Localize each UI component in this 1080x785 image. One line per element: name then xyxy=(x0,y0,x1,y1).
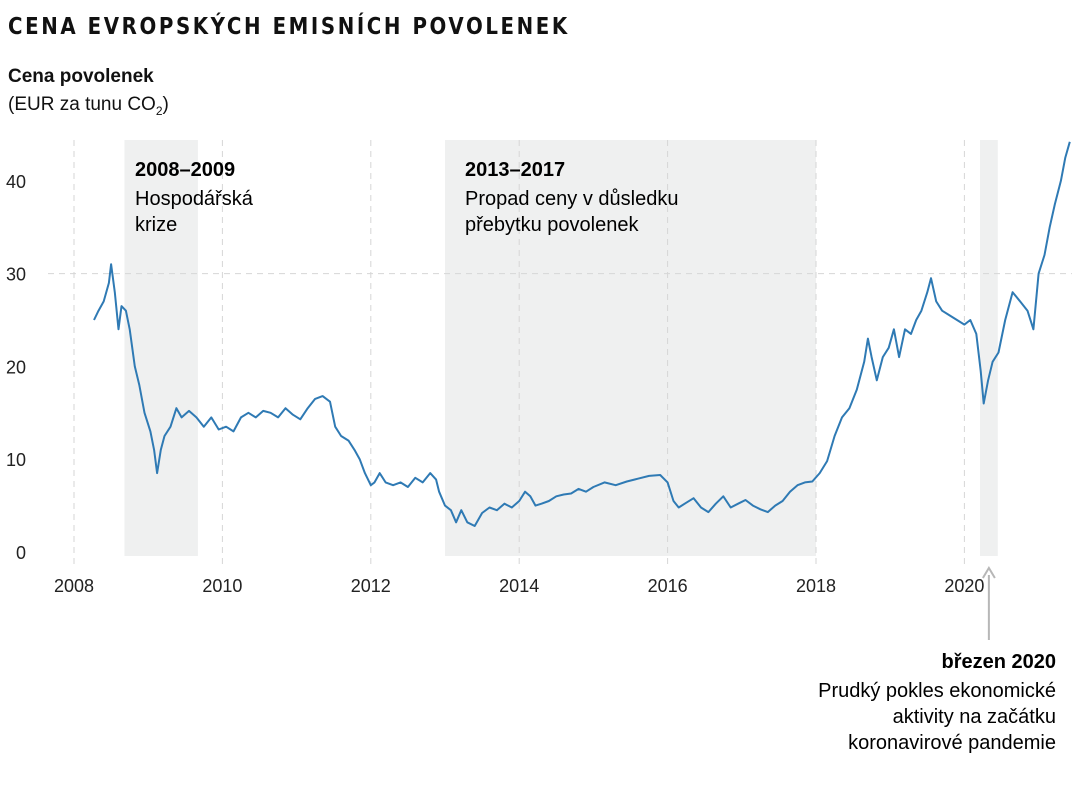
y-tick-label: 40 xyxy=(6,172,26,192)
y-tick-label: 20 xyxy=(6,357,26,377)
y-unit-subscript: 2 xyxy=(155,103,163,118)
x-tick-label: 2010 xyxy=(202,576,242,596)
y-axis-unit: (EUR za tunu CO2) xyxy=(8,94,169,118)
band-2020-text: Prudký pokles ekonomické xyxy=(818,680,1056,702)
x-tick-label: 2020 xyxy=(944,576,984,596)
annotation-arrow-head xyxy=(982,566,996,579)
x-tick-label: 2012 xyxy=(351,576,391,596)
band-2020-text: aktivity na začátku xyxy=(893,706,1056,728)
y-axis-title: Cena povolenek xyxy=(8,66,154,87)
price-series-line xyxy=(93,141,1071,527)
band-2008-text: Hospodářská xyxy=(135,188,254,210)
band-2013-text: přebytku povolenek xyxy=(465,214,639,236)
x-tick-label: 2018 xyxy=(796,576,836,596)
y-unit-end: ) xyxy=(162,94,169,115)
highlight-band xyxy=(124,140,198,556)
band-2008-text: krize xyxy=(135,214,177,236)
band-2013-text: Propad ceny v důsledku xyxy=(465,188,678,210)
y-tick-label: 0 xyxy=(16,543,26,563)
band-2013-heading: 2013–2017 xyxy=(465,159,565,181)
y-unit-text: (EUR za tunu CO xyxy=(8,94,156,115)
chart-title: CENA EVROPSKÝCH EMISNÍCH POVOLENEK xyxy=(8,14,570,40)
highlight-band xyxy=(979,140,998,556)
x-tick-label: 2014 xyxy=(499,576,539,596)
highlight-band xyxy=(445,140,816,556)
y-tick-label: 30 xyxy=(6,265,26,285)
band-2020-text: koronavirové pandemie xyxy=(848,732,1056,754)
y-tick-label: 10 xyxy=(6,450,26,470)
x-tick-label: 2016 xyxy=(648,576,688,596)
band-2008-heading: 2008–2009 xyxy=(135,159,235,181)
band-2020-heading: březen 2020 xyxy=(941,651,1056,673)
x-tick-label: 2008 xyxy=(54,576,94,596)
